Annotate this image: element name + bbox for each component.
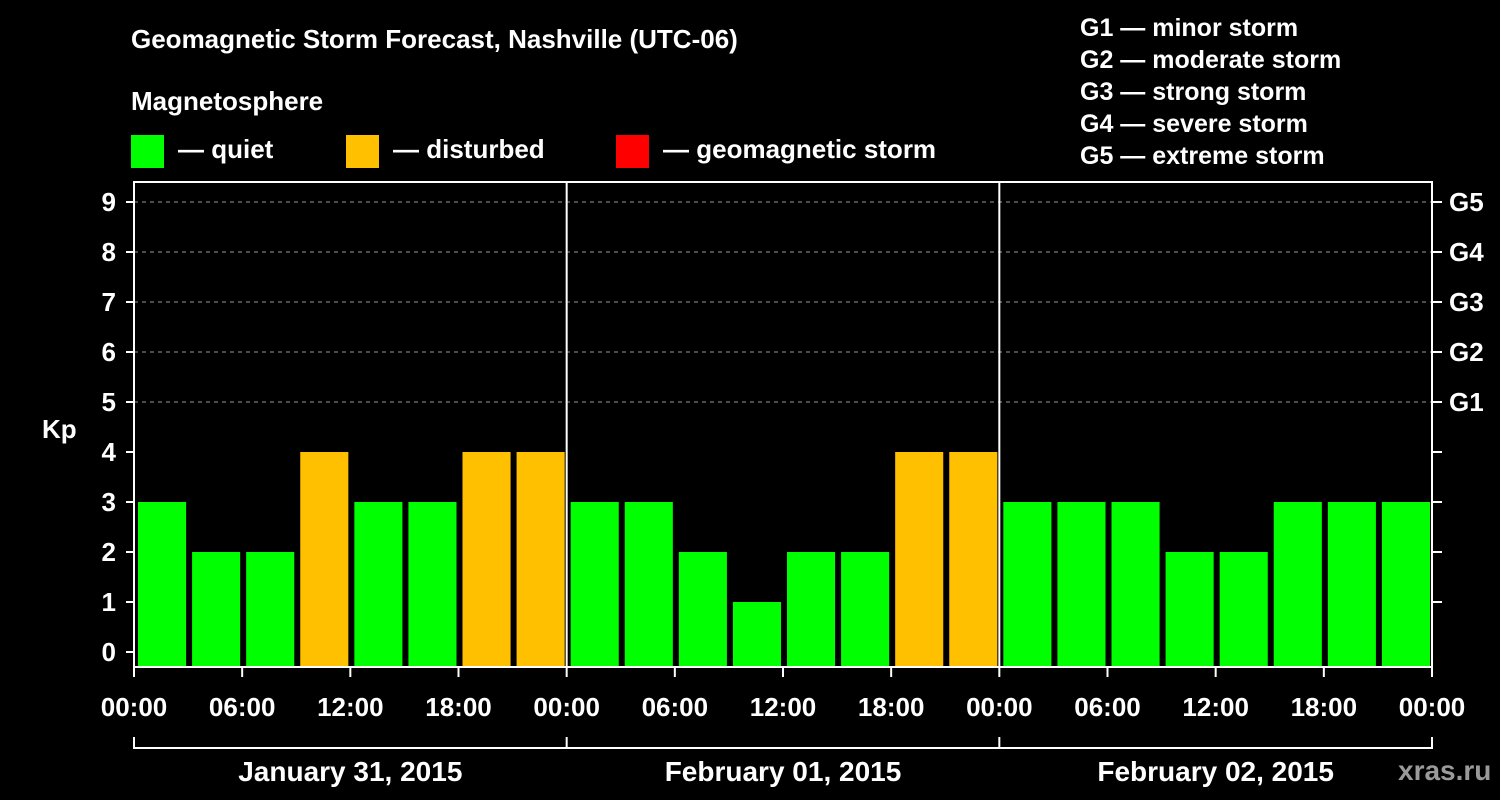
bar-8 — [570, 502, 619, 667]
storm-swatch — [616, 135, 649, 168]
legend-storm-label: — geomagnetic storm — [663, 134, 937, 164]
ytick-label-2: 2 — [102, 537, 116, 567]
disturbed-swatch — [346, 135, 379, 168]
storm-scale-g5: G5 — extreme storm — [1080, 142, 1325, 170]
bar-13 — [841, 552, 890, 667]
right-tick-label-G3: G3 — [1449, 287, 1484, 317]
bar-14 — [895, 452, 944, 667]
xtick-label-2: 12:00 — [317, 692, 384, 722]
storm-scale-g3: G3 — strong storm — [1080, 78, 1307, 106]
legend-quiet-label: — quiet — [178, 134, 274, 164]
right-tick-label-G5: G5 — [1449, 187, 1484, 217]
bar-17 — [1057, 502, 1106, 667]
bar-2 — [246, 552, 295, 667]
bar-10 — [678, 552, 727, 667]
bar-5 — [408, 502, 457, 667]
xtick-label-11: 18:00 — [1291, 692, 1358, 722]
day-label-1: February 01, 2015 — [665, 756, 902, 787]
legend-disturbed-label: — disturbed — [393, 134, 545, 164]
xtick-label-9: 06:00 — [1074, 692, 1141, 722]
ytick-label-1: 1 — [102, 587, 116, 617]
watermark: xras.ru — [1398, 755, 1492, 786]
ytick-label-9: 9 — [102, 187, 116, 217]
bar-1 — [192, 552, 241, 667]
xtick-label-6: 12:00 — [750, 692, 817, 722]
bar-0 — [138, 502, 187, 667]
page-title: Geomagnetic Storm Forecast, Nashville (U… — [131, 24, 738, 54]
ytick-label-0: 0 — [102, 637, 116, 667]
ytick-label-3: 3 — [102, 487, 116, 517]
bar-6 — [462, 452, 511, 667]
xtick-label-10: 12:00 — [1182, 692, 1249, 722]
bar-12 — [787, 552, 836, 667]
xtick-label-3: 18:00 — [425, 692, 492, 722]
ytick-label-6: 6 — [102, 337, 116, 367]
bar-3 — [300, 452, 349, 667]
right-tick-label-G2: G2 — [1449, 337, 1484, 367]
bar-18 — [1111, 502, 1160, 667]
bar-11 — [732, 602, 781, 667]
bar-21 — [1273, 502, 1322, 667]
ytick-label-5: 5 — [102, 387, 116, 417]
storm-scale-g2: G2 — moderate storm — [1080, 46, 1342, 74]
xtick-label-1: 06:00 — [209, 692, 276, 722]
storm-scale-g1: G1 — minor storm — [1080, 14, 1299, 42]
ytick-label-7: 7 — [102, 287, 116, 317]
xtick-label-4: 00:00 — [533, 692, 600, 722]
bar-7 — [516, 452, 565, 667]
xtick-label-7: 18:00 — [858, 692, 925, 722]
right-tick-label-G4: G4 — [1449, 237, 1484, 267]
bar-16 — [1003, 502, 1052, 667]
ytick-label-8: 8 — [102, 237, 116, 267]
xtick-label-8: 00:00 — [966, 692, 1033, 722]
storm-scale-g4: G4 — severe storm — [1080, 110, 1308, 138]
ytick-label-4: 4 — [102, 437, 117, 467]
y-axis-label: Kp — [42, 414, 77, 444]
day-label-2: February 02, 2015 — [1097, 756, 1334, 787]
bar-23 — [1381, 502, 1430, 667]
xtick-label-12: 00:00 — [1399, 692, 1466, 722]
bar-4 — [354, 502, 403, 667]
day-label-0: January 31, 2015 — [238, 756, 462, 787]
right-tick-label-G1: G1 — [1449, 387, 1484, 417]
bar-15 — [949, 452, 998, 667]
bar-22 — [1327, 502, 1376, 667]
bar-19 — [1165, 552, 1214, 667]
xtick-label-5: 06:00 — [642, 692, 709, 722]
bar-20 — [1219, 552, 1268, 667]
legend-heading: Magnetosphere — [131, 86, 324, 116]
quiet-swatch — [131, 135, 164, 168]
xtick-label-0: 00:00 — [101, 692, 168, 722]
bar-9 — [624, 502, 673, 667]
